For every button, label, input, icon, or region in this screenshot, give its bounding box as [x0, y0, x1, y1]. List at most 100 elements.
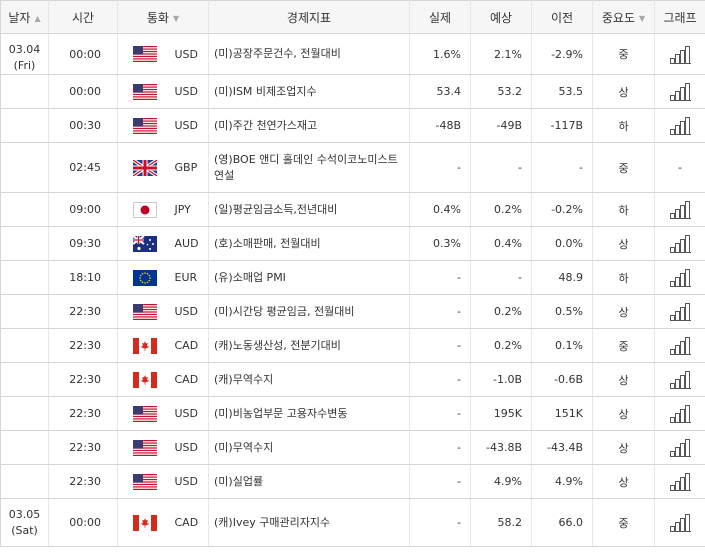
bar-chart-icon[interactable] — [669, 302, 691, 321]
actual-cell: - — [409, 294, 471, 329]
graph-cell[interactable] — [654, 464, 705, 499]
table-row[interactable]: 22:30 USD (미)비농업부문 고용자수변동 - 195K 151K 상 — [0, 396, 705, 431]
flag-cell — [117, 396, 161, 431]
table-row[interactable]: 00:00 USD (미)ISM 비제조업지수 53.4 53.2 53.5 상 — [0, 74, 705, 109]
graph-cell[interactable] — [654, 362, 705, 397]
graph-cell[interactable] — [654, 294, 705, 329]
currency-cell: USD — [160, 396, 209, 431]
graph-cell[interactable] — [654, 430, 705, 465]
graph-cell[interactable] — [654, 74, 705, 109]
graph-cell[interactable] — [654, 226, 705, 261]
graph-cell[interactable] — [654, 328, 705, 363]
row-currency: USD — [174, 441, 199, 454]
row-graph-text: - — [678, 161, 682, 174]
graph-cell[interactable] — [654, 260, 705, 295]
bar-chart-icon[interactable] — [669, 45, 691, 64]
indicator-cell[interactable]: (미)시간당 평균임금, 전월대비 — [208, 294, 410, 329]
indicator-cell[interactable]: (호)소매판매, 전월대비 — [208, 226, 410, 261]
table-row[interactable]: 22:30 USD (미)시간당 평균임금, 전월대비 - 0.2% 0.5% 상 — [0, 294, 705, 329]
header-currency[interactable]: 통화 ▼ — [117, 0, 209, 34]
table-row[interactable]: 22:30 USD (미)실업률 - 4.9% 4.9% 상 — [0, 464, 705, 499]
indicator-cell[interactable]: (미)ISM 비제조업지수 — [208, 74, 410, 109]
date-cell — [0, 396, 49, 431]
currency-cell: USD — [160, 294, 209, 329]
bar-chart-icon[interactable] — [669, 82, 691, 101]
graph-cell: - — [654, 142, 705, 193]
bar-chart-icon[interactable] — [669, 336, 691, 355]
indicator-cell[interactable]: (미)주간 천연가스재고 — [208, 108, 410, 143]
indicator-cell[interactable]: (유)소매업 PMI — [208, 260, 410, 295]
header-importance[interactable]: 중요도 ▼ — [592, 0, 655, 34]
row-forecast: 58.2 — [497, 516, 523, 529]
row-date: 03.04 — [8, 43, 41, 56]
row-previous: -2.9% — [551, 47, 583, 61]
bar-chart-icon[interactable] — [669, 200, 691, 219]
sort-arrow-up-icon[interactable]: ▲ — [34, 13, 41, 23]
currency-cell: CAD — [160, 328, 209, 363]
date-cell — [0, 74, 49, 109]
row-time: 22:30 — [69, 305, 101, 318]
indicator-cell[interactable]: (캐)Ivey 구매관리자지수 — [208, 498, 410, 547]
indicator-cell[interactable]: (캐)무역수지 — [208, 362, 410, 397]
currency-cell: EUR — [160, 260, 209, 295]
table-row[interactable]: 03.05 (Sat) 00:00 CAD (캐)Ivey 구매관리자지수 - 58.2 66… — [0, 498, 705, 547]
indicator-cell[interactable]: (미)무역수지 — [208, 430, 410, 465]
row-importance: 상 — [618, 407, 629, 421]
table-row[interactable]: 22:30 CAD (캐)노동생산성, 전분기대비 - 0.2% 0.1% 중 — [0, 328, 705, 363]
indicator-cell[interactable]: (일)평균임금소득,전년대비 — [208, 192, 410, 227]
sort-arrow-down-icon[interactable]: ▼ — [172, 13, 180, 23]
table-row[interactable]: 02:45 GBP (영)BOE 앤디 홀데인 수석이코노미스트 연설 - - - 중 - — [0, 142, 705, 193]
header-previous: 이전 — [531, 0, 593, 34]
graph-cell[interactable] — [654, 33, 705, 75]
flag-cell — [117, 498, 161, 547]
bar-chart-icon[interactable] — [669, 438, 691, 457]
table-row[interactable]: 00:30 USD (미)주간 천연가스재고 -48B -49B -117B 하 — [0, 108, 705, 143]
indicator-cell[interactable]: (미)비농업부문 고용자수변동 — [208, 396, 410, 431]
row-previous: 53.5 — [558, 85, 584, 98]
indicator-cell[interactable]: (캐)노동생산성, 전분기대비 — [208, 328, 410, 363]
bar-chart-icon[interactable] — [669, 472, 691, 491]
importance-cell: 상 — [592, 464, 655, 499]
bar-chart-icon[interactable] — [669, 268, 691, 287]
actual-cell: - — [409, 362, 471, 397]
row-actual: - — [457, 339, 461, 352]
row-indicator: (미)ISM 비제조업지수 — [214, 84, 317, 98]
indicator-cell[interactable]: (미)실업률 — [208, 464, 410, 499]
table-row[interactable]: 03.04 (Fri) 00:00 USD (미)공장주문건수, 전월대비 1.6% 2.1… — [0, 33, 705, 75]
table-row[interactable]: 18:10 EUR (유)소매업 PMI - - 48.9 하 — [0, 260, 705, 295]
time-cell: 09:00 — [48, 192, 118, 227]
sort-arrow-down-icon[interactable]: ▼ — [638, 13, 646, 23]
time-cell: 22:30 — [48, 362, 118, 397]
importance-cell: 중 — [592, 33, 655, 75]
table-row[interactable]: 22:30 USD (미)무역수지 - -43.8B -43.4B 상 — [0, 430, 705, 465]
graph-cell[interactable] — [654, 498, 705, 547]
table-row[interactable]: 09:00 JPY (일)평균임금소득,전년대비 0.4% 0.2% -0.2% 하 — [0, 192, 705, 227]
header-date[interactable]: 날자 ▲ — [0, 0, 49, 34]
indicator-cell[interactable]: (미)공장주문건수, 전월대비 — [208, 33, 410, 75]
table-row[interactable]: 09:30 AUD (호)소매판매, 전월대비 0.3% 0.4% 0.0% 상 — [0, 226, 705, 261]
row-forecast: 2.1% — [494, 47, 522, 61]
graph-cell[interactable] — [654, 108, 705, 143]
bar-chart-icon[interactable] — [669, 513, 691, 532]
indicator-cell[interactable]: (영)BOE 앤디 홀데인 수석이코노미스트 연설 — [208, 142, 410, 193]
time-cell: 00:00 — [48, 498, 118, 547]
flag-cell — [117, 33, 161, 75]
time-cell: 22:30 — [48, 294, 118, 329]
previous-cell: 66.0 — [531, 498, 593, 547]
graph-cell[interactable] — [654, 396, 705, 431]
bar-chart-icon[interactable] — [669, 404, 691, 423]
currency-cell: USD — [160, 108, 209, 143]
previous-cell: -2.9% — [531, 33, 593, 75]
graph-cell[interactable] — [654, 192, 705, 227]
row-day: (Fri) — [13, 59, 36, 72]
row-currency: USD — [174, 407, 199, 420]
bar-chart-icon[interactable] — [669, 370, 691, 389]
row-previous: 48.9 — [558, 271, 584, 284]
bar-chart-icon[interactable] — [669, 116, 691, 135]
flag-cell — [117, 260, 161, 295]
row-forecast: 0.2% — [494, 339, 522, 352]
bar-chart-icon[interactable] — [669, 234, 691, 253]
row-indicator: (미)주간 천연가스재고 — [214, 118, 318, 132]
row-currency: USD — [174, 305, 199, 318]
table-row[interactable]: 22:30 CAD (캐)무역수지 - -1.0B -0.6B 상 — [0, 362, 705, 397]
